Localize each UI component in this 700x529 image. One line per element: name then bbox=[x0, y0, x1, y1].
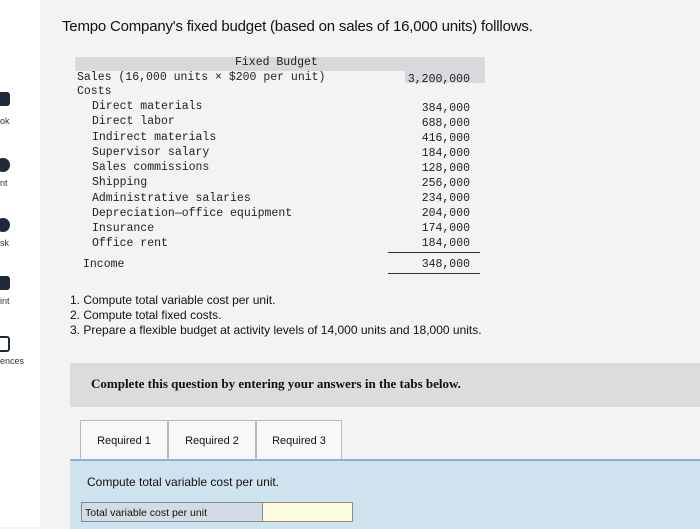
question-item: 2. Compute total fixed costs. bbox=[70, 308, 222, 322]
cost-value: 184,000 bbox=[421, 237, 470, 250]
print-icon bbox=[0, 276, 10, 290]
required-tabs: Required 1 Required 2 Required 3 bbox=[80, 420, 342, 461]
panel-prompt: Compute total variable cost per unit. bbox=[87, 475, 280, 489]
tab-required-1[interactable]: Required 1 bbox=[80, 420, 168, 461]
cost-label: Sales commissions bbox=[92, 161, 210, 174]
costs-label: Costs bbox=[77, 85, 112, 98]
question-item: 1. Compute total variable cost per unit. bbox=[70, 293, 276, 307]
fixed-budget-header: Fixed Budget bbox=[235, 56, 318, 69]
nav-item-label: ences bbox=[0, 356, 25, 366]
nav-item-label: int bbox=[0, 296, 10, 306]
tab-required-2[interactable]: Required 2 bbox=[168, 420, 256, 461]
header-bar bbox=[75, 57, 485, 71]
total-rule bbox=[388, 273, 480, 274]
sales-value: 3,200,000 bbox=[407, 73, 470, 86]
cost-value: 688,000 bbox=[421, 117, 470, 130]
question-list: 1. Compute total variable cost per unit.… bbox=[70, 293, 482, 338]
ask-icon bbox=[0, 218, 10, 232]
references-icon bbox=[0, 336, 10, 352]
subtotal-rule bbox=[388, 252, 480, 253]
tab-required-3[interactable]: Required 3 bbox=[256, 420, 342, 461]
income-label: Income bbox=[83, 258, 125, 271]
cost-label: Direct materials bbox=[92, 100, 203, 113]
book-icon bbox=[0, 92, 10, 106]
cost-label: Indirect materials bbox=[92, 131, 217, 144]
answer-row: Total variable cost per unit bbox=[81, 502, 353, 522]
cost-value: 416,000 bbox=[421, 132, 470, 145]
problem-title: Tempo Company's fixed budget (based on s… bbox=[62, 18, 533, 35]
nav-item-label: sk bbox=[0, 238, 9, 248]
cost-value: 184,000 bbox=[421, 147, 470, 160]
nav-item-label: nt bbox=[0, 178, 8, 188]
cost-value: 384,000 bbox=[421, 102, 470, 115]
cost-value: 256,000 bbox=[421, 177, 470, 190]
total-variable-cost-input[interactable] bbox=[263, 502, 353, 522]
question-item: 3. Prepare a flexible budget at activity… bbox=[70, 323, 482, 337]
sales-label: Sales (16,000 units × $200 per unit) bbox=[77, 71, 326, 84]
cost-value: 234,000 bbox=[421, 192, 470, 205]
cost-label: Office rent bbox=[92, 237, 168, 250]
cost-value: 204,000 bbox=[421, 207, 470, 220]
cost-label: Direct labor bbox=[92, 115, 175, 128]
cost-label: Insurance bbox=[92, 222, 155, 235]
nav-item-label: ok bbox=[0, 116, 10, 126]
left-nav: ok nt sk int ences bbox=[0, 0, 40, 527]
answer-panel: Compute total variable cost per unit. To… bbox=[70, 459, 700, 529]
cost-value: 174,000 bbox=[421, 222, 470, 235]
cost-label: Depreciation—office equipment bbox=[92, 207, 293, 220]
instruction-banner: Complete this question by entering your … bbox=[70, 363, 700, 407]
cost-label: Supervisor salary bbox=[92, 146, 210, 159]
instruction-text: Complete this question by entering your … bbox=[91, 376, 461, 391]
answer-label: Total variable cost per unit bbox=[81, 502, 263, 522]
cost-label: Shipping bbox=[92, 176, 148, 189]
header-bar-value bbox=[405, 69, 485, 83]
income-value: 348,000 bbox=[421, 258, 470, 271]
hint-icon bbox=[0, 158, 10, 172]
cost-value: 128,000 bbox=[421, 162, 470, 175]
cost-label: Administrative salaries bbox=[92, 192, 251, 205]
fixed-budget-table: Fixed Budget Sales (16,000 units × $200 … bbox=[75, 55, 490, 275]
